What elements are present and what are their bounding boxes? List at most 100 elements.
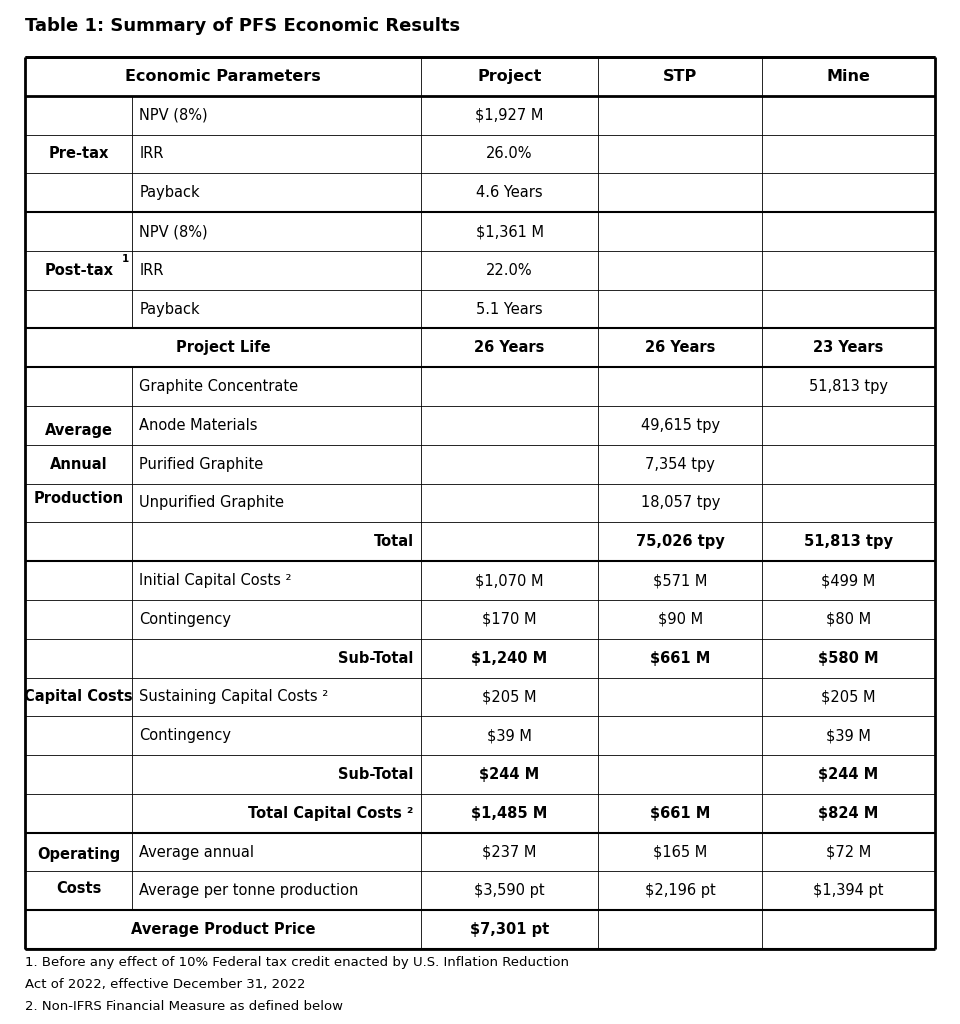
Text: IRR: IRR [139,263,164,278]
Text: 1: 1 [122,254,129,264]
Text: $39 M: $39 M [827,728,871,743]
Text: Annual: Annual [50,457,108,472]
Bar [25,212,935,251]
Text: Project: Project [477,69,541,84]
Bar [25,173,935,212]
Text: Sub-Total: Sub-Total [339,767,414,782]
Text: 26.0%: 26.0% [487,146,533,162]
Text: Graphite Concentrate: Graphite Concentrate [139,379,299,394]
Text: $1,240 M: $1,240 M [471,650,548,666]
Text: 5.1 Years: 5.1 Years [476,302,543,316]
Text: Payback: Payback [139,302,200,316]
Text: $571 M: $571 M [653,573,708,588]
Text: Payback: Payback [139,185,200,201]
Text: $7,301 pt: $7,301 pt [470,922,549,937]
Bar [25,96,935,134]
Text: NPV (8%): NPV (8%) [139,108,208,123]
Bar [25,561,935,600]
Text: $661 M: $661 M [650,806,710,821]
Bar [25,794,935,833]
Bar [25,600,935,639]
Bar [25,368,935,407]
Text: 51,813 tpy: 51,813 tpy [804,535,893,549]
Text: Anode Materials: Anode Materials [139,418,258,433]
Text: $237 M: $237 M [482,845,537,859]
Text: Mine: Mine [827,69,871,84]
Text: Post-tax: Post-tax [44,263,113,278]
Text: $824 M: $824 M [818,806,878,821]
Text: 18,057 tpy: 18,057 tpy [640,496,720,511]
Text: $1,394 pt: $1,394 pt [813,884,884,898]
Bar [25,833,935,871]
Text: $244 M: $244 M [819,767,878,782]
Text: $1,070 M: $1,070 M [475,573,543,588]
Text: Initial Capital Costs ²: Initial Capital Costs ² [139,573,292,588]
Bar [25,717,935,755]
Text: $165 M: $165 M [653,845,708,859]
Bar [25,639,935,678]
Text: Project Life: Project Life [176,340,270,355]
Text: $90 M: $90 M [658,612,703,627]
Text: Pre-tax: Pre-tax [49,146,108,162]
Text: $205 M: $205 M [482,689,537,705]
Text: $72 M: $72 M [826,845,871,859]
Text: Unpurified Graphite: Unpurified Graphite [139,496,284,511]
Text: Average annual: Average annual [139,845,254,859]
Text: NPV (8%): NPV (8%) [139,224,208,239]
Text: 2. Non-IFRS Financial Measure as defined below: 2. Non-IFRS Financial Measure as defined… [25,1000,343,1013]
Text: Production: Production [34,490,124,506]
Text: STP: STP [663,69,697,84]
Text: Contingency: Contingency [139,728,231,743]
Text: Costs: Costs [56,881,102,896]
Text: 4.6 Years: 4.6 Years [476,185,543,201]
Text: Total Capital Costs ²: Total Capital Costs ² [249,806,414,821]
Text: Sub-Total: Sub-Total [339,650,414,666]
Bar [25,483,935,522]
Text: Average Product Price: Average Product Price [131,922,315,937]
Text: 22.0%: 22.0% [487,263,533,278]
Bar [25,251,935,290]
Text: $205 M: $205 M [822,689,876,705]
Text: $3,590 pt: $3,590 pt [474,884,545,898]
Text: $1,927 M: $1,927 M [475,108,543,123]
Text: Economic Parameters: Economic Parameters [125,69,321,84]
Text: Table 1: Summary of PFS Economic Results: Table 1: Summary of PFS Economic Results [25,17,460,35]
Bar [25,57,935,949]
Bar [25,444,935,483]
Text: 26 Years: 26 Years [645,340,715,355]
Text: $499 M: $499 M [822,573,876,588]
Text: 1. Before any effect of 10% Federal tax credit enacted by U.S. Inflation Reducti: 1. Before any effect of 10% Federal tax … [25,956,569,969]
Bar [25,407,935,444]
Text: Average: Average [45,423,112,437]
Text: 23 Years: 23 Years [813,340,884,355]
Text: 75,026 tpy: 75,026 tpy [636,535,725,549]
Bar [25,910,935,949]
Text: IRR: IRR [139,146,164,162]
Text: $170 M: $170 M [482,612,537,627]
Text: Total: Total [373,535,414,549]
Text: Act of 2022, effective December 31, 2022: Act of 2022, effective December 31, 2022 [25,978,305,991]
Bar [25,678,935,717]
Text: $2,196 pt: $2,196 pt [645,884,715,898]
Bar [25,290,935,329]
Text: $80 M: $80 M [826,612,871,627]
Text: Capital Costs: Capital Costs [24,689,133,705]
Text: Contingency: Contingency [139,612,231,627]
Text: $661 M: $661 M [650,650,710,666]
Bar [25,522,935,561]
Text: 7,354 tpy: 7,354 tpy [645,457,715,472]
Text: $244 M: $244 M [479,767,540,782]
Text: Purified Graphite: Purified Graphite [139,457,264,472]
Text: Operating: Operating [37,847,120,862]
Bar [25,871,935,910]
Text: Average per tonne production: Average per tonne production [139,884,359,898]
Text: $580 M: $580 M [818,650,878,666]
Text: Sustaining Capital Costs ²: Sustaining Capital Costs ² [139,689,328,705]
Bar [25,329,935,368]
Text: 49,615 tpy: 49,615 tpy [640,418,720,433]
Text: $1,361 M: $1,361 M [475,224,543,239]
Text: 26 Years: 26 Years [474,340,544,355]
Text: 51,813 tpy: 51,813 tpy [809,379,888,394]
Text: $1,485 M: $1,485 M [471,806,548,821]
Bar [25,755,935,794]
